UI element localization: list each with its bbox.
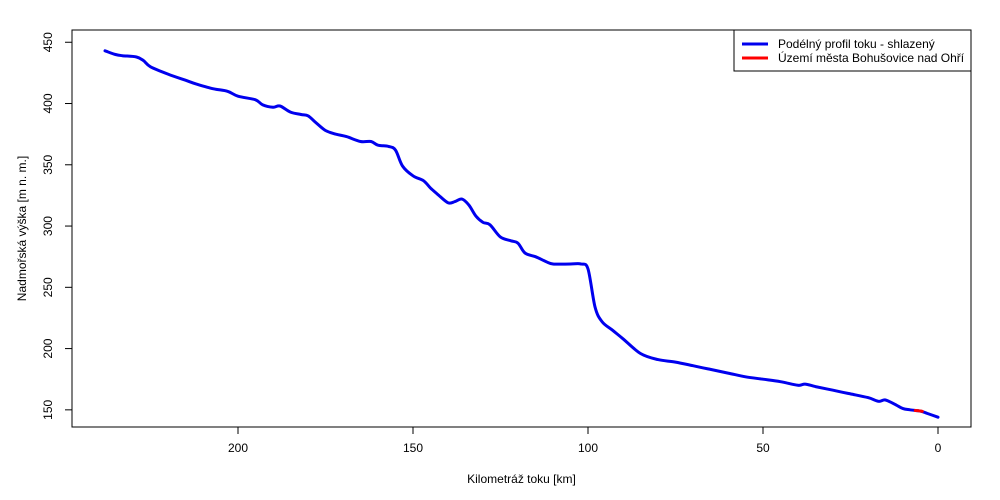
y-tick-label: 450: [41, 32, 55, 52]
legend: Podélný profil toku - shlazený Území měs…: [733, 29, 972, 72]
x-tick-label: 0: [935, 441, 942, 455]
x-axis: 200 150 100 50 0: [228, 426, 942, 455]
y-tick-label: 200: [41, 338, 55, 358]
y-axis-title: Nadmořská výška [m n. m.]: [15, 156, 29, 301]
legend-label-town: Území města Bohušovice nad Ohří: [778, 50, 965, 65]
x-axis-title: Kilometráž toku [km]: [467, 472, 576, 486]
series-layer: [103, 49, 940, 419]
x-tick-label: 200: [228, 441, 248, 455]
legend-box: [733, 29, 972, 72]
plot-frame: [71, 29, 972, 428]
series-line-town: [913, 409, 924, 413]
y-tick-label: 350: [41, 154, 55, 174]
x-tick-label: 100: [578, 441, 598, 455]
y-tick-label: 400: [41, 93, 55, 113]
x-tick-label: 50: [756, 441, 770, 455]
series-line-profile: [103, 49, 940, 419]
legend-label-profile: Podélný profil toku - shlazený: [778, 37, 935, 51]
x-tick-label: 150: [403, 441, 423, 455]
y-tick-label: 250: [41, 277, 55, 297]
y-tick-label: 150: [41, 400, 55, 420]
y-tick-label: 300: [41, 216, 55, 236]
y-axis: 150 200 250 300 350 400 450: [41, 32, 73, 420]
